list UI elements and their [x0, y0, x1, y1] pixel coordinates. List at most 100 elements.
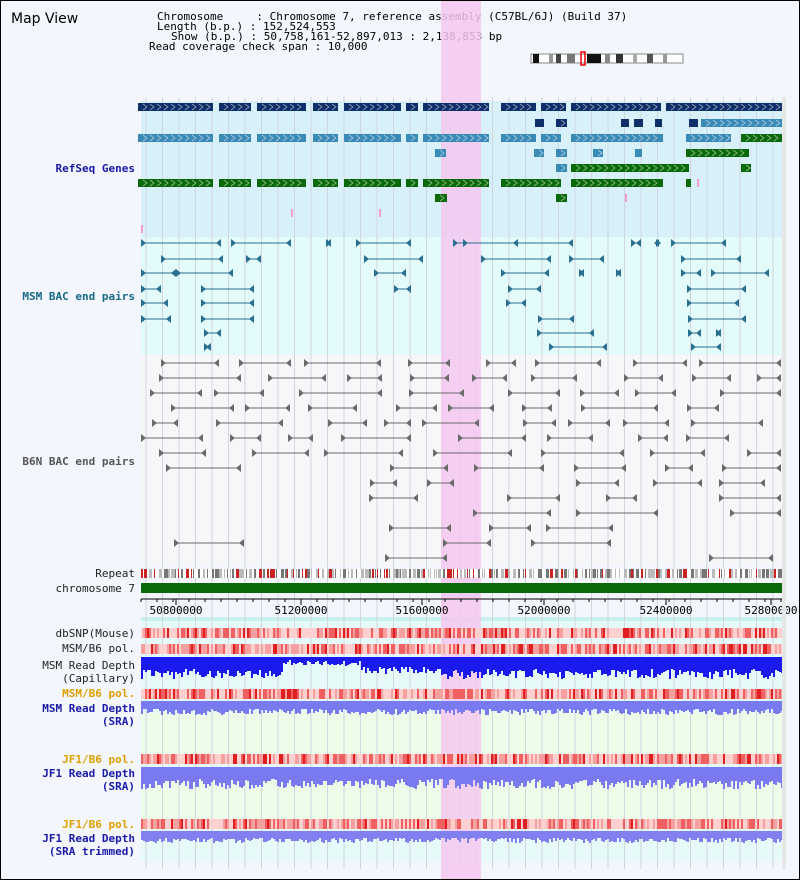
snp-density-cell — [503, 819, 505, 829]
snp-density-cell — [669, 628, 671, 638]
depth-bar — [203, 831, 205, 839]
snp-density-cell — [391, 819, 393, 829]
depth-bar — [543, 701, 545, 710]
snp-density-cell — [571, 754, 573, 764]
strand-arrow — [596, 134, 602, 142]
ideogram-band — [549, 54, 553, 63]
depth-bar — [285, 657, 287, 664]
snp-density-cell — [639, 644, 641, 654]
depth-bar — [289, 657, 291, 660]
snp-density-cell — [629, 644, 631, 654]
snp-density-cell — [701, 644, 703, 654]
snp-density-cell — [705, 754, 707, 764]
snp-density-cell — [593, 689, 595, 699]
snp-density-cell — [411, 754, 413, 764]
depth-bar — [295, 831, 297, 841]
depth-bar — [263, 701, 265, 713]
depth-bar — [763, 767, 765, 787]
snp-density-cell — [169, 819, 171, 829]
snp-density-cell — [515, 754, 517, 764]
snp-density-cell — [777, 644, 779, 654]
b6n-bac-label[interactable]: B6N BAC end pairs — [22, 455, 135, 468]
snp-density-cell — [489, 819, 491, 829]
depth-bar — [209, 701, 211, 712]
depth-bar — [377, 701, 379, 709]
snp-density-cell — [527, 754, 529, 764]
snp-density-cell — [279, 628, 281, 638]
snp-density-cell — [759, 628, 761, 638]
depth-bar — [259, 657, 261, 670]
repeat-feature — [573, 569, 574, 578]
snp-density-cell — [609, 628, 611, 638]
depth-bar — [761, 831, 763, 841]
repeat-feature — [619, 569, 620, 578]
depth-bar — [561, 701, 563, 709]
depth-bar — [381, 657, 383, 669]
depth-bar — [145, 831, 147, 842]
depth-bar — [771, 831, 773, 839]
depth-bar — [627, 657, 629, 670]
repeat-feature — [774, 569, 776, 578]
snp-density-cell — [643, 628, 645, 638]
snp-density-cell — [471, 754, 473, 764]
depth-bar — [373, 831, 375, 839]
depth-bar — [269, 657, 271, 671]
snp-density-cell — [433, 754, 435, 764]
depth-bar — [585, 657, 587, 674]
snp-density-cell — [353, 689, 355, 699]
snp-density-cell — [385, 754, 387, 764]
snp-density-cell — [475, 644, 477, 654]
bac-end-marker — [606, 539, 611, 547]
snp-density-cell — [533, 819, 535, 829]
snp-density-cell — [515, 819, 517, 829]
depth-bar — [509, 831, 511, 838]
strand-arrow — [230, 134, 236, 142]
strand-arrow — [638, 179, 644, 187]
depth-bar — [547, 767, 549, 786]
depth-bar — [663, 767, 665, 780]
depth-bar — [665, 767, 667, 787]
snp-density-cell — [675, 754, 677, 764]
repeat-feature — [224, 569, 225, 578]
depth-bar — [331, 767, 333, 785]
depth-bar — [529, 701, 531, 709]
snp-density-cell — [779, 644, 781, 654]
depth-bar — [603, 831, 605, 842]
depth-bar — [559, 767, 561, 785]
depth-bar — [349, 701, 351, 714]
msm-depth-sra-line2: (SRA) — [101, 715, 135, 728]
depth-bar — [637, 657, 639, 678]
strand-arrow — [704, 134, 710, 142]
snp-density-cell — [499, 689, 501, 699]
repeat-feature — [329, 569, 332, 578]
strand-arrow — [512, 103, 518, 111]
snp-density-cell — [351, 754, 353, 764]
repeat-feature — [356, 569, 357, 578]
snp-density-cell — [373, 819, 375, 829]
snp-density-cell — [141, 689, 143, 699]
snp-density-cell — [617, 628, 619, 638]
depth-bar — [427, 831, 429, 840]
strand-arrow — [768, 119, 774, 127]
depth-bar — [695, 701, 697, 709]
depth-bar — [571, 831, 573, 841]
snp-density-cell — [231, 644, 233, 654]
depth-bar — [579, 701, 581, 714]
snp-density-cell — [585, 754, 587, 764]
depth-bar — [463, 831, 465, 839]
depth-bar — [699, 767, 701, 781]
msm-bac-label[interactable]: MSM BAC end pairs — [22, 290, 135, 303]
depth-bar — [387, 701, 389, 712]
refseq-row-1 — [138, 103, 783, 111]
gene-block — [344, 179, 401, 187]
depth-bar — [737, 701, 739, 709]
snp-density-cell — [741, 644, 743, 654]
snp-density-cell — [355, 819, 357, 829]
snp-density-cell — [657, 819, 659, 829]
refseq-genes-label[interactable]: RefSeq Genes — [55, 162, 135, 175]
snp-density-cell — [619, 689, 621, 699]
snp-density-cell — [363, 628, 365, 638]
snp-density-cell — [207, 689, 209, 699]
depth-bar — [647, 767, 649, 783]
